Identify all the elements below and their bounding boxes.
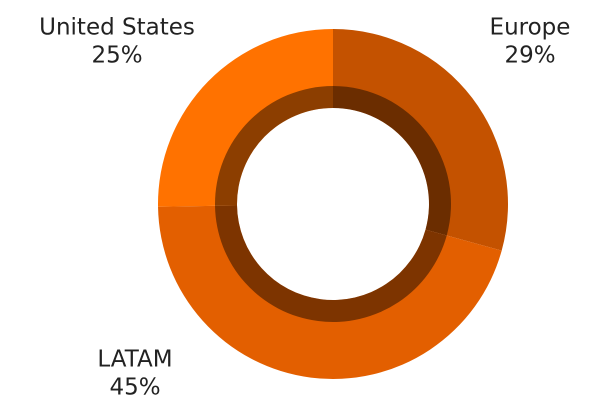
slice-value-label: 29% xyxy=(504,43,555,69)
donut-slice-inner xyxy=(215,205,447,323)
slice-label: Europe xyxy=(490,15,571,41)
slice-value-label: 45% xyxy=(109,375,160,401)
donut-slice xyxy=(333,29,508,251)
donut-slice xyxy=(158,29,333,207)
slice-label: LATAM xyxy=(97,347,172,373)
donut-slice-inner xyxy=(333,86,451,236)
donut-slice xyxy=(158,205,502,379)
slice-label: United States xyxy=(39,15,195,41)
slice-value-label: 25% xyxy=(91,43,142,69)
donut-slice-inner xyxy=(215,86,333,206)
